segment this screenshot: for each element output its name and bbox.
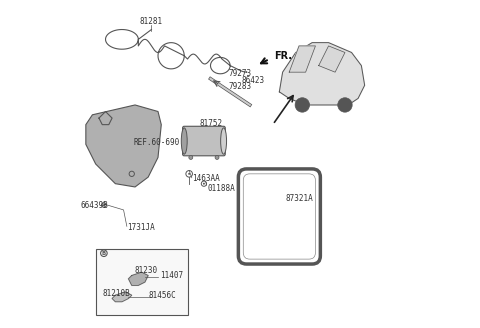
Text: 81210B: 81210B	[102, 289, 130, 298]
Ellipse shape	[221, 128, 227, 154]
FancyBboxPatch shape	[182, 126, 225, 156]
Circle shape	[189, 155, 193, 159]
Polygon shape	[279, 43, 365, 105]
Text: B: B	[102, 251, 106, 256]
Text: 79283: 79283	[228, 82, 252, 92]
Circle shape	[215, 155, 219, 159]
Circle shape	[338, 98, 352, 112]
Polygon shape	[86, 105, 161, 187]
Polygon shape	[112, 292, 132, 302]
Circle shape	[295, 98, 310, 112]
Text: REF.60-690: REF.60-690	[133, 138, 180, 147]
Text: 79273: 79273	[228, 69, 252, 78]
Text: 87321A: 87321A	[286, 194, 313, 203]
Polygon shape	[129, 272, 148, 285]
Text: 1731JA: 1731JA	[127, 223, 155, 233]
Text: 01188A: 01188A	[207, 184, 235, 193]
Text: 86423: 86423	[241, 76, 265, 85]
Polygon shape	[319, 46, 345, 72]
Circle shape	[188, 173, 190, 175]
Circle shape	[103, 204, 105, 206]
Text: 81456C: 81456C	[148, 291, 176, 300]
Text: 66439B: 66439B	[81, 200, 108, 210]
Text: 11407: 11407	[161, 271, 184, 280]
Text: 81281: 81281	[140, 17, 163, 26]
Text: 81230: 81230	[134, 266, 157, 275]
Text: FR.: FR.	[275, 51, 292, 61]
Ellipse shape	[181, 128, 187, 154]
Polygon shape	[289, 46, 315, 72]
FancyBboxPatch shape	[96, 249, 188, 315]
Text: 1463AA: 1463AA	[192, 174, 220, 183]
Text: 81752: 81752	[199, 118, 222, 128]
Circle shape	[203, 183, 205, 185]
